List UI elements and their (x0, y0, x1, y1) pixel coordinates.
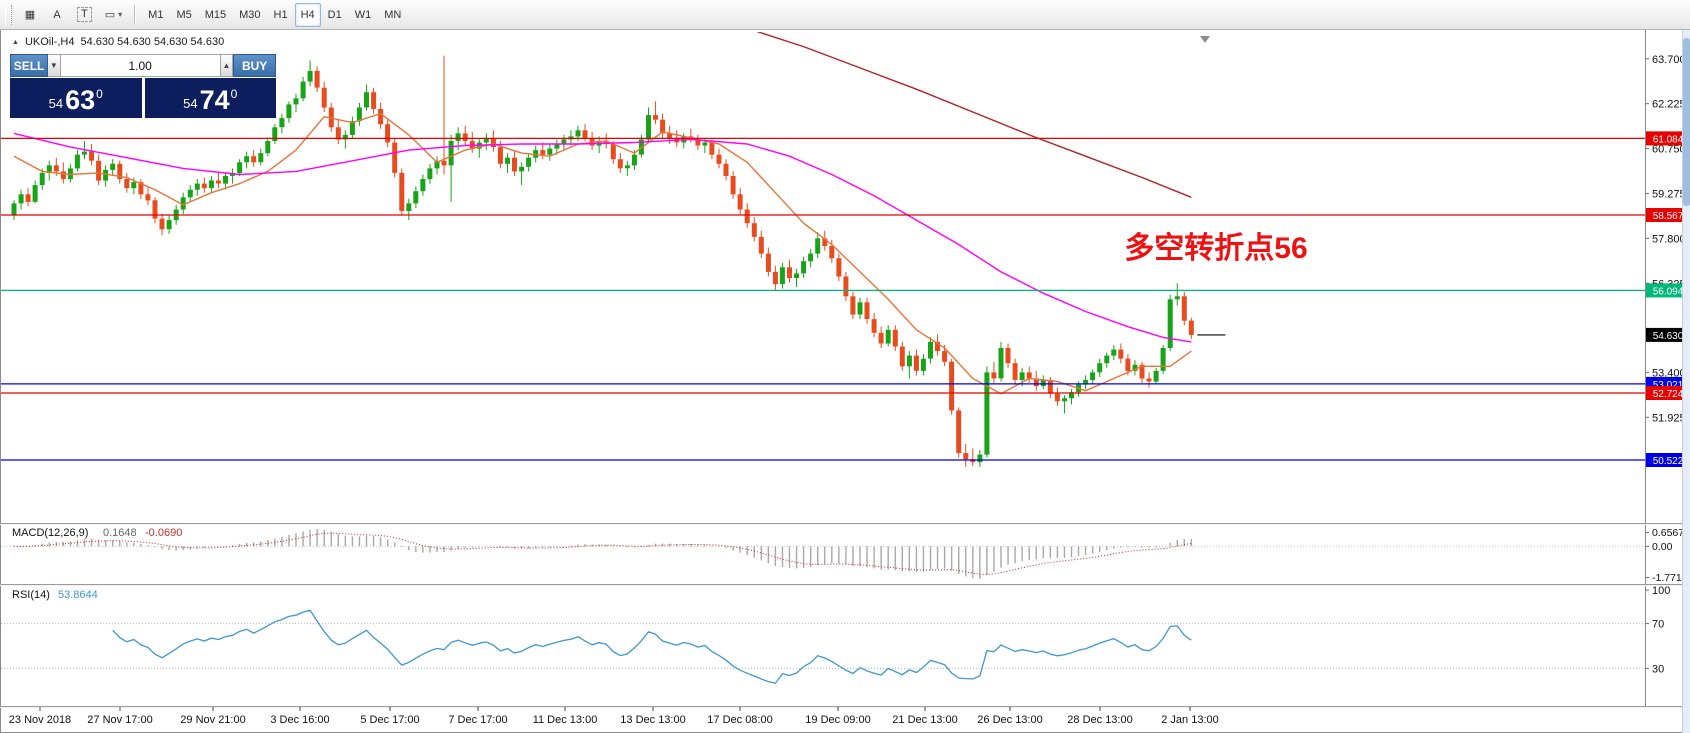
toolbar-separator (134, 4, 137, 25)
ohlc-values: 54.630 54.630 54.630 54.630 (80, 36, 225, 48)
annotation-text[interactable]: 多空转折点56 (1124, 232, 1307, 265)
price-tag-label: 58.567 (1653, 211, 1684, 222)
price-axis-label: 63.700 (1652, 54, 1686, 66)
rsi-title: RSI(14) (12, 589, 50, 601)
timeframe-group: M1 M5 M15 M30 H1 H4 D1 W1 MN (142, 2, 407, 27)
price-axis-label: 62.225 (1652, 99, 1686, 111)
timeframe-button-m5[interactable]: M5 (170, 3, 197, 27)
price-tag (1646, 283, 1690, 298)
bid-prefix: 54 (48, 96, 64, 111)
macd-histogram (20, 529, 1193, 579)
text-box-tool-icon: T (77, 7, 92, 22)
one-click-toggle-icon[interactable]: ▲ (12, 38, 19, 46)
timeframe-button-m30[interactable]: M30 (233, 3, 266, 27)
time-axis-label: 17 Dec 08:00 (707, 714, 772, 726)
price-tag-label: 56.094 (1653, 286, 1684, 297)
text-label-tool[interactable]: A (44, 3, 70, 27)
chart-header: ▲ UKOil-,H4 54.630 54.630 54.630 54.630 (12, 36, 224, 48)
macd-axis-label: 0.6567 (1652, 527, 1684, 539)
time-axis-label: 28 Dec 13:00 (1067, 714, 1132, 726)
price-axis-label: 53.400 (1652, 367, 1686, 379)
bid-sup-digit: 0 (96, 87, 103, 101)
drawing-tools-group: ▦ A T ▭ ▾ (17, 3, 128, 27)
vertical-scrollbar (1682, 30, 1690, 733)
indicators-grid-tool[interactable]: ▦ (17, 3, 43, 27)
indicators-grid-tool-icon: ▦ (24, 9, 36, 21)
text-label-tool-icon: A (53, 8, 61, 21)
bid-big-digits: 63 (65, 85, 96, 115)
time-axis-label: 21 Dec 13:00 (892, 714, 957, 726)
price-axis-label: 57.800 (1652, 233, 1686, 245)
time-axis-label: 19 Dec 09:00 (805, 714, 870, 726)
one-click-trading-panel: SELL ▼ ▲ BUY 54 63 0 54 74 0 (10, 54, 276, 118)
ma-fast-orange (13, 112, 1192, 395)
rsi-axis-label: 30 (1652, 663, 1664, 675)
time-axis-label: 23 Nov 2018 (9, 714, 71, 726)
macd-axis-label: 0.00 (1652, 541, 1673, 553)
price-tag (1646, 131, 1690, 146)
ask-big-digits: 74 (199, 85, 230, 115)
rsi-line (112, 609, 1192, 684)
macd-signal-line (13, 532, 1192, 575)
volume-increase-button[interactable]: ▲ (220, 54, 234, 77)
timeframe-button-d1[interactable]: D1 (322, 3, 348, 27)
price-tag (1646, 453, 1690, 467)
price-tag (1646, 386, 1690, 400)
ma-slow-darkred (756, 32, 1192, 198)
time-axis-label: 27 Nov 17:00 (87, 714, 152, 726)
price-tag-label: 53.021 (1653, 380, 1684, 391)
time-axis-label: 13 Dec 13:00 (620, 714, 685, 726)
time-axis-label: 26 Dec 13:00 (977, 714, 1042, 726)
price-tag (1646, 208, 1690, 222)
price-axis-label: 60.750 (1652, 144, 1686, 156)
ma-medium-magenta (13, 132, 1192, 343)
buy-button[interactable]: BUY (233, 54, 276, 77)
price-tag-label: 61.084 (1653, 134, 1684, 145)
price-tag (1646, 327, 1690, 342)
price-tag-label: 52.724 (1653, 389, 1684, 400)
time-axis-label: 3 Dec 16:00 (270, 714, 329, 726)
time-axis-label: 7 Dec 17:00 (448, 714, 507, 726)
ask-prefix: 54 (183, 96, 198, 111)
bid-price-button[interactable]: 54 63 0 (10, 78, 142, 118)
timeframe-button-mn[interactable]: MN (378, 3, 407, 27)
shapes-tool[interactable]: ▭ ▾ (99, 3, 128, 27)
timeframe-button-h1[interactable]: H1 (268, 3, 294, 27)
macd-axis-label: -1.771 (1652, 572, 1682, 584)
timeframe-button-m1[interactable]: M1 (142, 3, 169, 27)
macd-value-main: 0.1648 (103, 527, 137, 539)
price-axis-label: 51.925 (1652, 412, 1686, 424)
sell-button[interactable]: SELL (10, 54, 49, 77)
volume-input[interactable] (60, 54, 221, 77)
rsi-axis-label: 70 (1652, 619, 1664, 631)
macd-title: MACD(12,26,9) (12, 527, 88, 539)
price-tag-label: 54.630 (1653, 331, 1684, 342)
time-axis-label: 11 Dec 13:00 (533, 714, 598, 726)
toolbar-grip[interactable] (5, 4, 12, 25)
timeframe-button-h4[interactable]: H4 (294, 2, 321, 27)
ask-sup-digit: 0 (230, 87, 238, 101)
symbol-title: UKOil-,H4 (24, 36, 75, 48)
scrollbar-thumb[interactable] (1683, 38, 1690, 206)
macd-value-signal: -0.0690 (145, 527, 182, 539)
dropdown-arrow-icon: ▾ (118, 10, 123, 19)
timeframe-button-m15[interactable]: M15 (199, 3, 232, 27)
volume-decrease-button[interactable]: ▼ (48, 54, 61, 77)
time-axis-label: 2 Jan 13:00 (1161, 714, 1219, 726)
time-axis-label: 29 Nov 21:00 (180, 714, 245, 726)
time-axis-label: 5 Dec 17:00 (360, 714, 419, 726)
shapes-tool-icon: ▭ (104, 9, 116, 21)
ask-price-button[interactable]: 54 74 0 (144, 78, 276, 118)
timeframe-button-w1[interactable]: W1 (349, 3, 378, 27)
chart-shift-marker[interactable] (1200, 36, 1210, 43)
rsi-axis-label: 100 (1652, 585, 1670, 597)
main-toolbar: ▦ A T ▭ ▾ M1 M5 M15 M30 H1 H4 D1 W1 MN (0, 0, 1690, 30)
rsi-value: 53.8644 (58, 589, 98, 601)
text-box-tool[interactable]: T (71, 3, 98, 27)
price-tag-label: 50.522 (1653, 456, 1684, 467)
price-axis-label: 59.275 (1652, 188, 1686, 200)
